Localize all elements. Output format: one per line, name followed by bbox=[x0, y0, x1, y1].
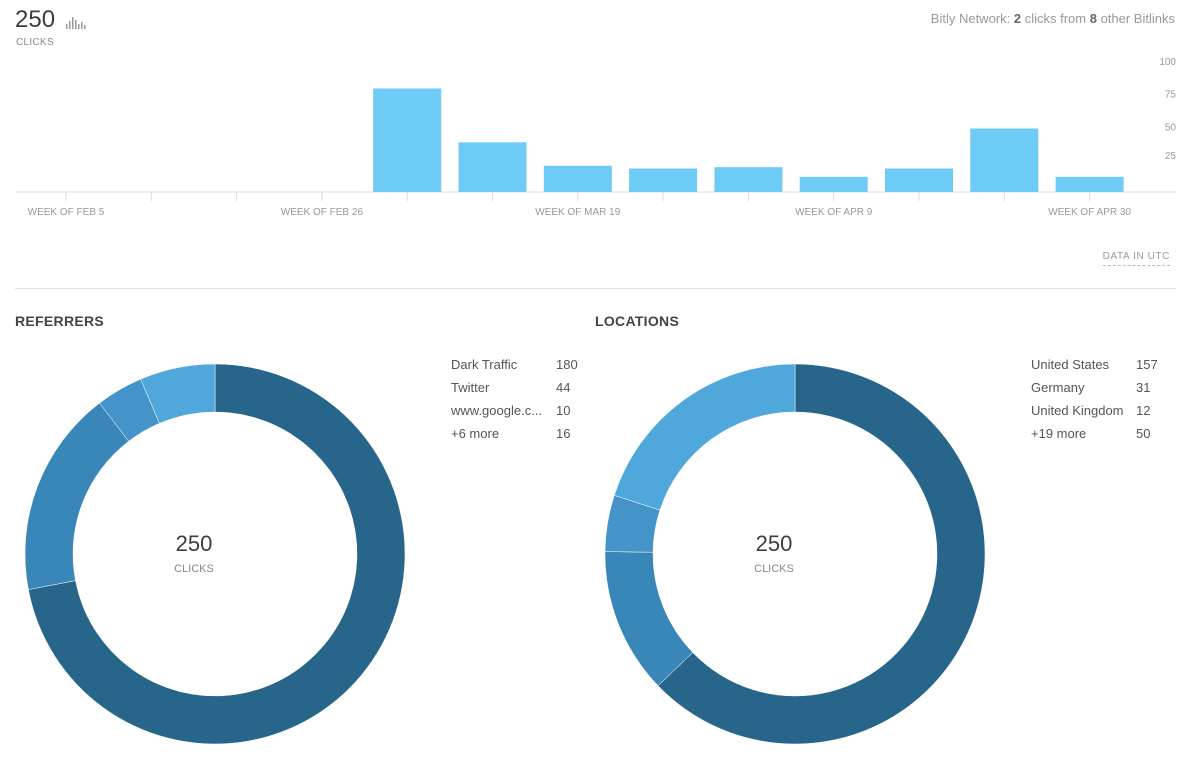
donut-slice[interactable] bbox=[24, 402, 130, 590]
bar[interactable] bbox=[970, 128, 1039, 192]
total-clicks-label: CLICKS bbox=[16, 37, 54, 48]
bar[interactable] bbox=[714, 167, 783, 192]
locations-legend: United States 157 Germany 31 United Kingdom 1… bbox=[1031, 353, 1158, 445]
data-in-utc-link[interactable]: DATA IN UTC bbox=[1102, 251, 1170, 266]
legend-item-name: Twitter bbox=[451, 380, 490, 395]
legend-item-value: 12 bbox=[1136, 403, 1151, 418]
donut-slice[interactable] bbox=[140, 363, 216, 424]
legend-item[interactable]: www.google.c... 10 bbox=[451, 399, 578, 422]
legend-item-name: Dark Traffic bbox=[451, 357, 518, 372]
referrers-center-value: 250 bbox=[175, 531, 213, 556]
referrers-title: REFERRERS bbox=[15, 313, 105, 329]
legend-item[interactable]: Germany 31 bbox=[1031, 376, 1158, 399]
legend-item[interactable]: United Kingdom 12 bbox=[1031, 399, 1158, 422]
legend-item-name: +6 more bbox=[451, 426, 500, 441]
locations-center-label: CLICKS bbox=[754, 563, 794, 575]
bitly-network-summary: Bitly Network: 2 clicks from 8 other Bit… bbox=[930, 11, 1175, 26]
y-tick-label: 100 bbox=[1159, 57, 1176, 68]
bar[interactable] bbox=[799, 176, 868, 192]
clicks-bar-chart: WEEK OF FEB 5 WEEK OF FEB 26 WEEK OF MAR 1… bbox=[15, 57, 1177, 218]
x-tick-label: WEEK OF MAR 19 bbox=[535, 207, 620, 218]
legend-item-name: Germany bbox=[1031, 380, 1085, 395]
bar[interactable] bbox=[543, 165, 612, 192]
bar[interactable] bbox=[373, 88, 442, 193]
y-tick-label: 25 bbox=[1165, 151, 1177, 162]
locations-center-value: 250 bbox=[755, 531, 793, 556]
x-tick-label: WEEK OF FEB 26 bbox=[281, 207, 364, 218]
legend-item-value: 44 bbox=[556, 380, 571, 395]
bar[interactable] bbox=[458, 142, 527, 192]
donut-slice[interactable] bbox=[613, 363, 796, 511]
donut-slice[interactable] bbox=[657, 363, 986, 745]
x-tick-label: WEEK OF APR 30 bbox=[1048, 207, 1131, 218]
bar[interactable] bbox=[1055, 176, 1124, 192]
x-tick-label: WEEK OF FEB 5 bbox=[28, 207, 105, 218]
bar[interactable] bbox=[629, 168, 698, 192]
legend-item-value: 157 bbox=[1136, 357, 1158, 372]
locations-title: LOCATIONS bbox=[595, 313, 680, 329]
legend-item-value: 10 bbox=[556, 403, 571, 418]
legend-item-name: United States bbox=[1031, 357, 1110, 372]
referrers-donut bbox=[24, 363, 406, 745]
referrers-legend: Dark Traffic 180 Twitter 44 www.google.c... 1… bbox=[451, 353, 578, 445]
y-tick-label: 50 bbox=[1165, 122, 1177, 133]
bar-chart-icon bbox=[66, 17, 86, 29]
total-clicks: 250 bbox=[15, 6, 56, 33]
legend-item[interactable]: Twitter 44 bbox=[451, 376, 578, 399]
y-tick-label: 75 bbox=[1165, 90, 1177, 101]
x-tick-label: WEEK OF APR 9 bbox=[795, 207, 873, 218]
legend-item-name: www.google.c... bbox=[451, 403, 543, 418]
legend-item-value: 16 bbox=[556, 426, 571, 441]
legend-item-name: United Kingdom bbox=[1031, 403, 1124, 418]
locations-donut bbox=[604, 363, 986, 745]
legend-item-value: 180 bbox=[556, 357, 578, 372]
legend-item-value: 50 bbox=[1136, 426, 1151, 441]
referrers-center-label: CLICKS bbox=[174, 563, 214, 575]
legend-item-value: 31 bbox=[1136, 380, 1151, 395]
legend-item[interactable]: Dark Traffic 180 bbox=[451, 353, 578, 376]
bar[interactable] bbox=[885, 168, 953, 192]
legend-item[interactable]: United States 157 bbox=[1031, 353, 1158, 376]
donut-slice[interactable] bbox=[28, 363, 406, 745]
legend-item[interactable]: +19 more 50 bbox=[1031, 422, 1158, 445]
legend-item[interactable]: +6 more 16 bbox=[451, 422, 578, 445]
divider bbox=[15, 288, 1176, 289]
legend-item-name: +19 more bbox=[1031, 426, 1087, 441]
